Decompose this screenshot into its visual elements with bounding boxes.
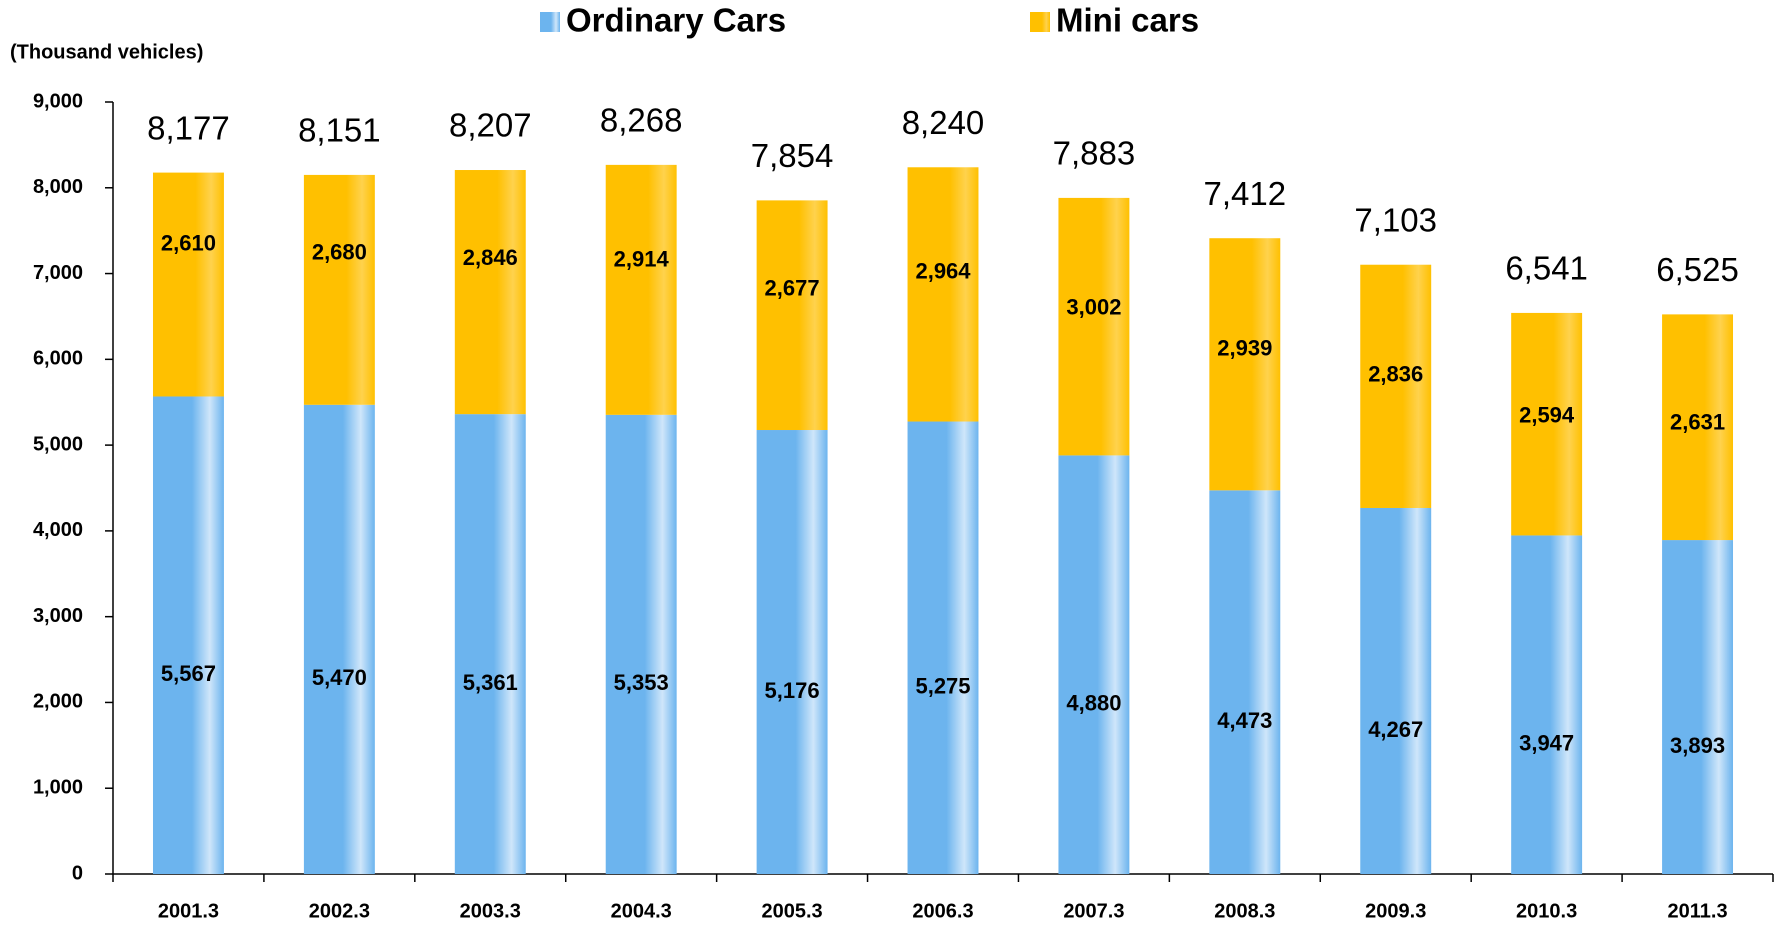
- segment-label: 2,846: [463, 245, 518, 270]
- bar-segment: [454, 414, 526, 874]
- total-label: 7,883: [1053, 135, 1136, 172]
- x-tick-label: 2010.3: [1516, 900, 1577, 922]
- segment-label: 3,002: [1066, 294, 1121, 319]
- legend-swatch: [540, 12, 560, 32]
- segment-label: 5,567: [161, 661, 216, 686]
- bar-segment: [152, 172, 224, 397]
- x-tick-label: 2005.3: [762, 900, 823, 922]
- segment-label: 4,473: [1217, 708, 1272, 733]
- segment-label: 2,939: [1217, 336, 1272, 361]
- bar-segment: [907, 421, 979, 874]
- bar-segment: [1209, 490, 1281, 874]
- x-tick-label: 2001.3: [158, 900, 219, 922]
- bar-segment: [303, 404, 375, 874]
- bar-segment: [756, 200, 828, 431]
- segment-label: 2,677: [765, 276, 820, 301]
- segment-label: 2,594: [1519, 403, 1575, 428]
- bar-segment: [1360, 264, 1432, 508]
- total-label: 8,207: [449, 107, 532, 144]
- x-tick-label: 2004.3: [611, 900, 672, 922]
- segment-label: 2,836: [1368, 361, 1423, 386]
- x-tick-label: 2002.3: [309, 900, 370, 922]
- legend-swatch: [1030, 12, 1050, 32]
- y-tick-label: 5,000: [33, 433, 83, 455]
- y-tick-label: 0: [72, 862, 83, 884]
- segment-label: 2,680: [312, 239, 367, 264]
- segment-label: 4,267: [1368, 717, 1423, 742]
- y-axis-label: (Thousand vehicles): [10, 41, 203, 63]
- y-tick-label: 3,000: [33, 605, 83, 627]
- x-tick-label: 2003.3: [460, 900, 521, 922]
- legend-label: Ordinary Cars: [566, 2, 786, 39]
- x-tick-label: 2006.3: [912, 900, 973, 922]
- bar-segment: [907, 167, 979, 422]
- bar-segment: [605, 164, 677, 415]
- total-label: 8,240: [902, 104, 985, 141]
- segment-label: 4,880: [1066, 691, 1121, 716]
- bar-segment: [1662, 314, 1734, 541]
- total-label: 8,177: [147, 109, 230, 146]
- bar-segment: [152, 396, 224, 874]
- bar-segment: [1360, 507, 1432, 874]
- total-label: 7,412: [1204, 175, 1287, 212]
- legend-label: Mini cars: [1056, 2, 1199, 39]
- segment-label: 5,361: [463, 670, 518, 695]
- x-tick-label: 2009.3: [1365, 900, 1426, 922]
- y-tick-label: 6,000: [33, 348, 83, 370]
- bar-segment: [1662, 540, 1734, 874]
- segment-label: 2,610: [161, 230, 216, 255]
- segment-label: 5,353: [614, 670, 669, 695]
- segment-label: 5,470: [312, 665, 367, 690]
- y-tick-label: 9,000: [33, 90, 83, 112]
- segment-label: 5,176: [765, 678, 820, 703]
- x-tick-label: 2008.3: [1214, 900, 1275, 922]
- total-label: 6,541: [1505, 250, 1588, 287]
- bar-segment: [1058, 455, 1130, 874]
- x-tick-label: 2007.3: [1063, 900, 1124, 922]
- total-label: 6,525: [1656, 251, 1739, 288]
- bar-segment: [1511, 535, 1583, 874]
- segment-label: 2,914: [614, 247, 670, 272]
- bar-segment: [605, 414, 677, 874]
- bar-segment: [303, 174, 375, 405]
- total-label: 8,151: [298, 112, 381, 149]
- total-label: 7,854: [751, 137, 834, 174]
- bar-segment: [756, 430, 828, 874]
- segment-label: 2,631: [1670, 409, 1725, 434]
- bar-segment: [454, 170, 526, 415]
- total-label: 8,268: [600, 102, 683, 139]
- segment-label: 2,964: [915, 258, 971, 283]
- segment-label: 3,947: [1519, 731, 1574, 756]
- bar-segment: [1058, 197, 1130, 456]
- y-tick-label: 1,000: [33, 777, 83, 799]
- y-tick-label: 2,000: [33, 691, 83, 713]
- y-tick-label: 8,000: [33, 176, 83, 198]
- y-tick-label: 4,000: [33, 519, 83, 541]
- segment-label: 5,275: [915, 674, 970, 699]
- y-tick-label: 7,000: [33, 262, 83, 284]
- segment-label: 3,893: [1670, 733, 1725, 758]
- total-label: 7,103: [1354, 201, 1437, 238]
- bar-segment: [1209, 238, 1281, 491]
- x-tick-label: 2011.3: [1668, 900, 1728, 922]
- bar-segment: [1511, 312, 1583, 536]
